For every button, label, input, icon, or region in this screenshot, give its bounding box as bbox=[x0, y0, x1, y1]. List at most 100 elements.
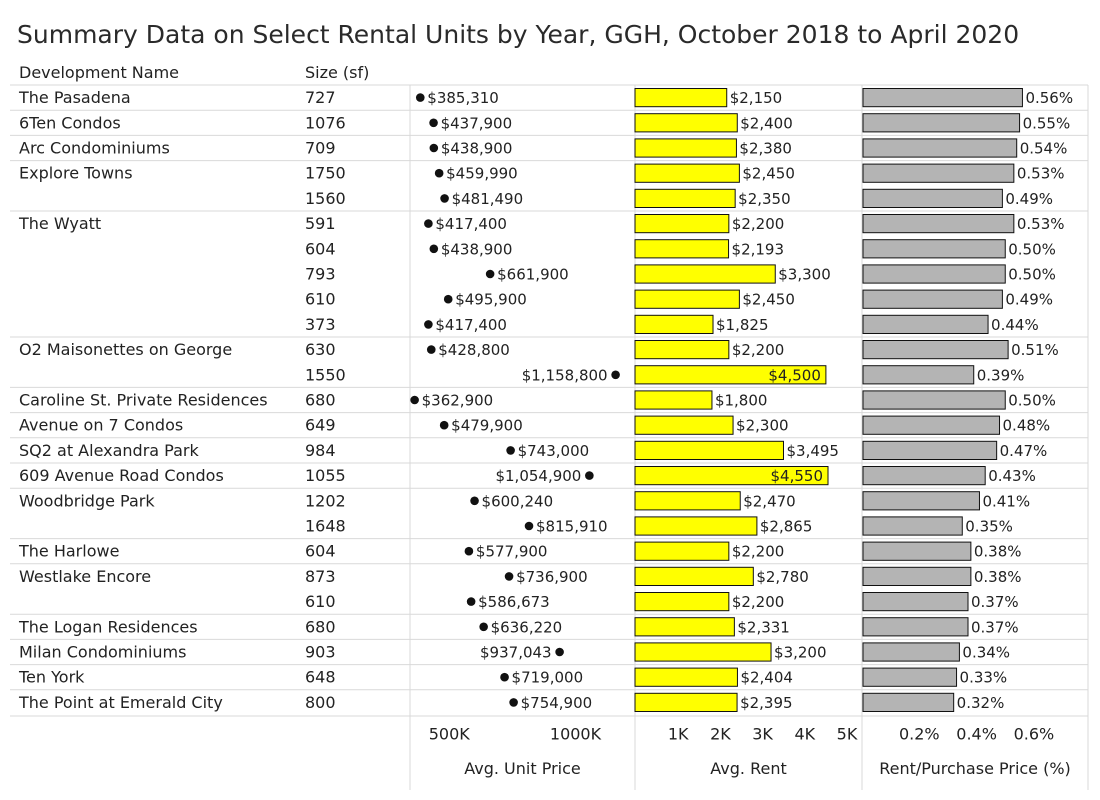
development-name: Ten York bbox=[18, 668, 85, 687]
price-point bbox=[429, 244, 439, 254]
unit-size: 727 bbox=[305, 88, 336, 107]
rent-bar bbox=[634, 491, 741, 511]
price-point bbox=[415, 93, 425, 102]
development-name: The Point at Emerald City bbox=[18, 693, 223, 712]
ratio-tick-label: 0.2% bbox=[899, 725, 940, 744]
rent-bar bbox=[634, 289, 740, 309]
price-point bbox=[470, 496, 479, 506]
price-label: $495,900 bbox=[455, 291, 527, 309]
ratio-label: 0.38% bbox=[974, 543, 1022, 561]
rent-bar bbox=[634, 566, 754, 586]
ratio-label: 0.48% bbox=[1003, 417, 1051, 435]
rent-bar bbox=[634, 667, 738, 687]
price-label: $481,490 bbox=[452, 190, 524, 208]
price-label: $438,900 bbox=[441, 240, 513, 258]
rent-label: $2,400 bbox=[740, 114, 793, 132]
price-point bbox=[611, 370, 620, 380]
price-point bbox=[426, 345, 436, 354]
rent-label: $2,150 bbox=[730, 89, 783, 107]
rent-label: $1,825 bbox=[716, 316, 769, 334]
price-point bbox=[429, 118, 438, 128]
rent-label: $2,200 bbox=[732, 543, 785, 561]
ratio-bar bbox=[862, 340, 1009, 360]
rent-bar bbox=[634, 440, 784, 460]
rent-bar bbox=[634, 340, 730, 360]
development-name: The Harlowe bbox=[18, 542, 119, 561]
ratio-label: 0.49% bbox=[1005, 190, 1053, 208]
unit-size: 1550 bbox=[305, 365, 346, 384]
unit-size: 903 bbox=[305, 643, 336, 662]
price-label: $937,043 bbox=[480, 644, 552, 662]
rent-bar bbox=[634, 188, 736, 209]
ratio-label: 0.32% bbox=[957, 694, 1005, 712]
ratio-bar bbox=[862, 264, 1006, 284]
price-label: $385,310 bbox=[427, 89, 499, 107]
rent-label: $2,865 bbox=[760, 518, 813, 536]
ratio-label: 0.33% bbox=[960, 669, 1008, 687]
rent-label: $2,404 bbox=[740, 669, 793, 687]
rent-label: $4,500 bbox=[768, 366, 821, 384]
price-label: $417,400 bbox=[435, 316, 507, 334]
ratio-label: 0.38% bbox=[974, 568, 1022, 586]
ratio-bar bbox=[862, 566, 972, 586]
development-name: O2 Maisonettes on George bbox=[19, 340, 232, 359]
unit-size: 648 bbox=[305, 668, 336, 687]
unit-size: 680 bbox=[305, 391, 336, 410]
price-label: $362,900 bbox=[422, 392, 494, 410]
development-name: The Logan Residences bbox=[18, 617, 198, 636]
rent-tick-label: 3K bbox=[752, 725, 773, 744]
ratio-bar bbox=[862, 692, 955, 712]
rent-label: $2,200 bbox=[732, 593, 785, 611]
price-point bbox=[479, 622, 488, 632]
rent-bar bbox=[634, 466, 829, 486]
price-point bbox=[524, 521, 534, 531]
unit-size: 1202 bbox=[305, 491, 346, 510]
development-name: Westlake Encore bbox=[19, 567, 151, 586]
ratio-bar bbox=[862, 516, 963, 536]
price-point bbox=[424, 219, 433, 228]
price-axis-title: Avg. Unit Price bbox=[464, 759, 581, 778]
price-label: $1,158,800 bbox=[522, 366, 608, 384]
price-label: $438,900 bbox=[441, 140, 513, 158]
ratio-bar bbox=[862, 592, 969, 612]
unit-size: 649 bbox=[305, 416, 336, 435]
rent-bar bbox=[634, 88, 728, 108]
rent-bar bbox=[634, 692, 738, 712]
price-point bbox=[429, 143, 439, 153]
rent-label: $2,193 bbox=[732, 240, 785, 258]
ratio-label: 0.53% bbox=[1017, 165, 1065, 183]
unit-size: 610 bbox=[305, 290, 336, 309]
rent-label: $2,380 bbox=[739, 140, 792, 158]
development-name: Arc Condominiums bbox=[19, 139, 170, 158]
rent-tick-label: 4K bbox=[794, 725, 815, 744]
price-tick-label: 1000K bbox=[550, 725, 602, 744]
rent-tick-label: 2K bbox=[710, 725, 731, 744]
price-label: $743,000 bbox=[518, 442, 590, 460]
rent-bar bbox=[634, 642, 772, 662]
ratio-label: 0.56% bbox=[1025, 89, 1073, 107]
rent-bar bbox=[634, 541, 730, 561]
price-point bbox=[585, 471, 594, 480]
rent-label: $2,300 bbox=[736, 417, 789, 435]
ratio-label: 0.49% bbox=[1005, 291, 1053, 309]
ratio-bar bbox=[862, 289, 1003, 309]
price-point bbox=[555, 647, 564, 657]
unit-size: 373 bbox=[305, 315, 336, 334]
rent-axis-title: Avg. Rent bbox=[710, 759, 787, 778]
rent-label: $2,450 bbox=[742, 165, 795, 183]
unit-size: 1055 bbox=[305, 466, 346, 485]
rent-bar bbox=[634, 264, 776, 284]
rent-bar bbox=[634, 390, 713, 410]
rent-label: $2,780 bbox=[756, 568, 809, 586]
ratio-label: 0.55% bbox=[1023, 114, 1071, 132]
ratio-bar bbox=[862, 390, 1006, 410]
price-label: $719,000 bbox=[512, 669, 584, 687]
development-column-header: Development Name bbox=[19, 63, 179, 82]
price-point bbox=[410, 395, 419, 405]
price-label: $437,900 bbox=[441, 114, 513, 132]
rent-label: $2,470 bbox=[743, 492, 796, 510]
ratio-bar bbox=[862, 617, 969, 637]
development-name: 6Ten Condos bbox=[19, 113, 121, 132]
development-name: Caroline St. Private Residences bbox=[19, 391, 268, 410]
unit-size: 1560 bbox=[305, 189, 346, 208]
